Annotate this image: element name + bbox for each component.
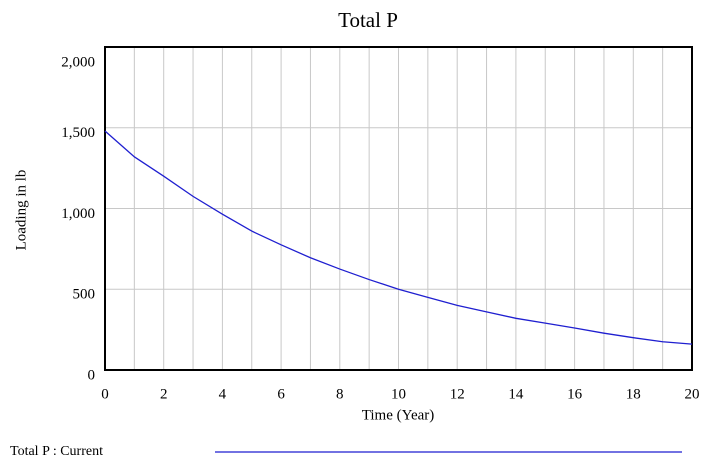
- x-tick-label: 6: [277, 386, 285, 402]
- x-tick-label: 0: [101, 386, 109, 402]
- y-axis-label: Loading in lb: [13, 170, 29, 251]
- x-tick-label: 4: [219, 386, 227, 402]
- x-tick-label: 2: [160, 386, 168, 402]
- y-tick-label: 2,000: [61, 54, 95, 70]
- x-tick-label: 8: [336, 386, 344, 402]
- chart-title: Total P: [338, 8, 398, 32]
- x-tick-label: 16: [567, 386, 583, 402]
- x-tick-label: 18: [626, 386, 641, 402]
- y-tick-label: 1,000: [61, 206, 95, 222]
- y-tick-label: 0: [88, 367, 96, 383]
- series-line: [104, 130, 693, 345]
- y-tick-label: 500: [73, 287, 96, 303]
- x-tick-label: 10: [391, 386, 406, 402]
- x-tick-label: 20: [685, 386, 700, 402]
- y-tick-label: 1,500: [61, 125, 95, 141]
- x-tick-label: 12: [450, 386, 465, 402]
- x-axis-label: Time (Year): [362, 407, 435, 423]
- legend-label: Total P : Current: [10, 444, 103, 459]
- plot-frame: [104, 46, 693, 371]
- x-tick-label: 14: [508, 386, 524, 402]
